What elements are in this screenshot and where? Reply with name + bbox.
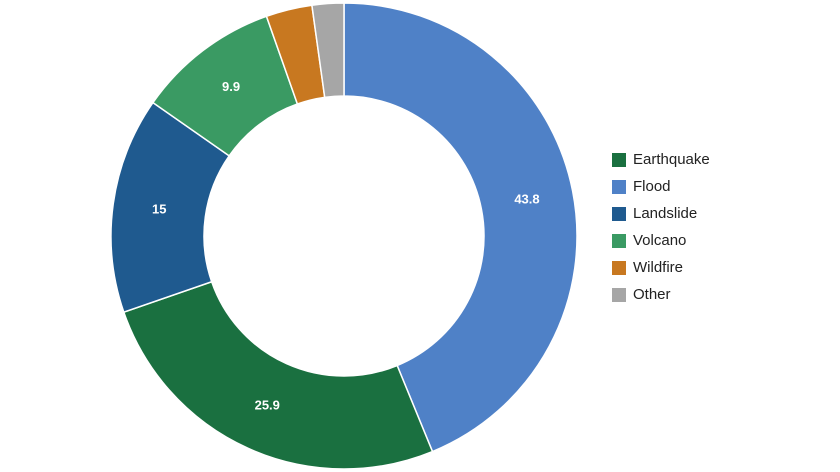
legend-swatch	[612, 261, 626, 275]
legend-swatch	[612, 207, 626, 221]
legend-label: Other	[633, 286, 671, 303]
legend-label: Wildfire	[633, 259, 683, 276]
legend-label: Volcano	[633, 232, 686, 249]
slice-label: 9.9	[222, 79, 240, 94]
legend-swatch	[612, 180, 626, 194]
legend-swatch	[612, 153, 626, 167]
legend-swatch	[612, 288, 626, 302]
legend-swatch	[612, 234, 626, 248]
donut-slice	[122, 280, 434, 470]
donut-slice	[343, 2, 578, 453]
slice-label: 15	[152, 202, 166, 217]
slice-label: 25.9	[255, 397, 280, 412]
donut-slice	[311, 2, 345, 99]
legend-label: Landslide	[633, 205, 697, 222]
legend-label: Flood	[633, 178, 671, 195]
slice-label: 43.8	[514, 191, 539, 206]
legend-label: Earthquake	[633, 151, 710, 168]
